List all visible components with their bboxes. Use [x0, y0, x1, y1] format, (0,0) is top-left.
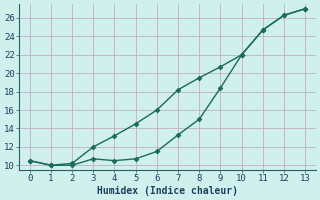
X-axis label: Humidex (Indice chaleur): Humidex (Indice chaleur)	[97, 186, 238, 196]
